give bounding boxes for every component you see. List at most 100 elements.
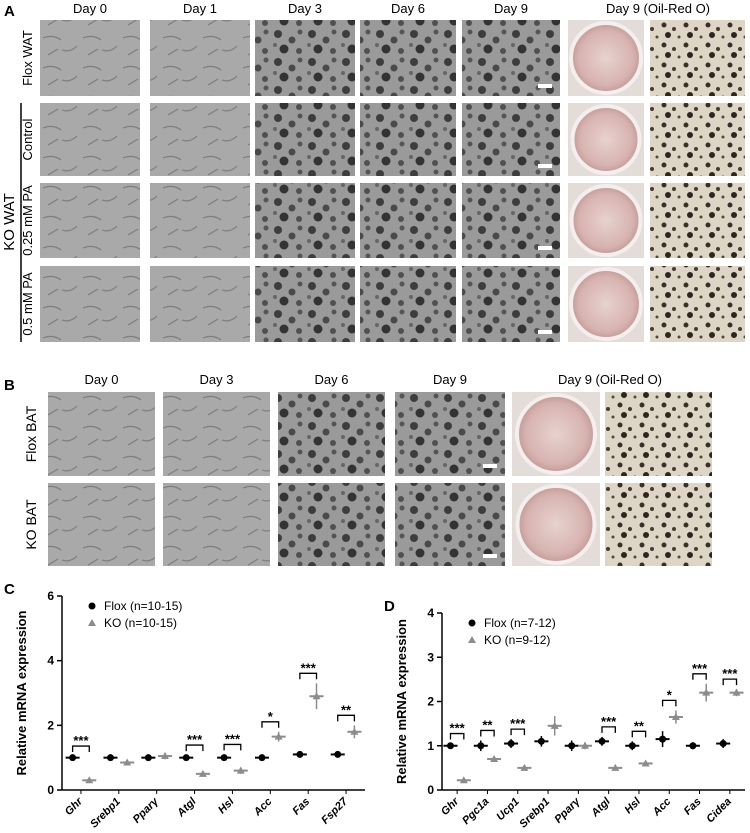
significance-bracket <box>449 732 465 740</box>
mean-marker <box>611 763 620 771</box>
significance-label: ** <box>482 717 493 732</box>
y-tick-label: 6 <box>47 589 54 603</box>
significance-bracket <box>510 728 526 736</box>
scale-bar <box>483 554 497 558</box>
mean-marker <box>598 737 606 745</box>
significance-bracket <box>692 673 707 680</box>
x-tick-label: Ghr <box>63 795 86 818</box>
micrograph <box>150 183 250 258</box>
micrograph <box>605 483 712 566</box>
significance-label: ** <box>341 702 352 717</box>
mean-marker <box>69 754 77 762</box>
micrograph <box>462 183 560 258</box>
panel-label: D <box>384 598 395 615</box>
column-header: Day 9 (Oil-Red O) <box>558 372 662 387</box>
well <box>569 267 643 341</box>
well <box>569 184 643 257</box>
micrograph <box>40 183 140 258</box>
x-tick-label: Hsl <box>216 795 237 816</box>
mean-marker <box>520 763 529 771</box>
panel-label: B <box>4 377 15 394</box>
significance-label: *** <box>301 660 317 675</box>
mean-marker <box>198 769 207 777</box>
mean-marker <box>490 755 499 763</box>
mean-marker <box>641 759 650 767</box>
column-header: Day 3 <box>288 1 322 16</box>
micrograph <box>360 266 456 342</box>
mean-marker <box>568 742 576 750</box>
column-header: Day 0 <box>85 372 119 387</box>
significance-bracket <box>71 745 90 753</box>
column-header: Day 9 <box>433 372 467 387</box>
column-header: Day 6 <box>315 372 349 387</box>
significance-bracket <box>601 726 616 733</box>
mean-marker <box>182 754 190 762</box>
mean-marker <box>296 750 304 758</box>
micrograph <box>360 20 456 96</box>
significance-bracket <box>661 699 677 707</box>
well <box>569 21 643 95</box>
mean-marker <box>659 735 667 743</box>
y-tick-label: 2 <box>47 718 54 732</box>
mean-marker <box>719 740 727 748</box>
y-axis-label: Relative mRNA expression <box>394 619 409 784</box>
micrograph <box>360 183 456 258</box>
column-header: Day 3 <box>200 372 234 387</box>
mean-marker <box>85 776 94 784</box>
micrograph <box>462 103 560 176</box>
significance-label: *** <box>692 661 708 676</box>
micrograph <box>650 103 745 176</box>
x-tick-label: Acc <box>251 796 274 819</box>
x-tick-label: Cidea <box>704 796 734 826</box>
row-label: Flox BAT <box>23 405 39 462</box>
micrograph <box>150 20 250 96</box>
mean-marker <box>459 776 468 784</box>
panel-label: A <box>4 3 15 20</box>
micrograph <box>650 20 745 96</box>
micrograph <box>40 20 140 96</box>
significance-label: * <box>667 687 673 702</box>
micrograph <box>650 266 745 342</box>
x-tick-label: Ghr <box>439 795 462 818</box>
micrograph <box>462 266 560 342</box>
legend-label: KO (n=10-15) <box>104 616 177 630</box>
mean-marker <box>123 758 132 766</box>
micrograph <box>48 483 155 566</box>
significance-bracket <box>337 714 356 722</box>
mean-marker <box>258 754 266 762</box>
micrograph <box>150 103 250 176</box>
scale-bar <box>538 246 552 250</box>
mean-marker <box>689 742 697 750</box>
scale-bar <box>538 330 552 334</box>
micrograph <box>462 20 560 96</box>
column-header: Day 0 <box>73 1 107 16</box>
y-tick-label: 0 <box>47 783 54 797</box>
micrograph <box>40 103 140 176</box>
x-tick-label: Ucp1 <box>494 796 522 824</box>
legend-label: Flox (n=7-12) <box>484 616 556 630</box>
group-label: KO WAT <box>1 193 18 251</box>
micrograph <box>395 392 505 476</box>
x-tick-label: Pparγ <box>131 795 162 826</box>
micrograph <box>163 392 270 476</box>
x-tick-label: Fas <box>682 796 704 818</box>
micrograph <box>150 266 250 342</box>
mean-marker <box>446 742 454 750</box>
legend-marker <box>88 619 96 626</box>
micrograph <box>255 266 355 342</box>
mean-marker <box>537 737 545 745</box>
x-tick-label: Acc <box>650 796 673 819</box>
micrograph <box>40 266 140 342</box>
significance-label: * <box>268 709 274 724</box>
significance-bracket <box>299 672 318 680</box>
significance-label: ** <box>634 718 645 733</box>
micrograph <box>163 483 270 566</box>
x-tick-label: Hsl <box>622 795 643 816</box>
panel-label: C <box>4 581 15 598</box>
mean-marker <box>477 742 485 750</box>
well <box>570 104 642 175</box>
mean-marker <box>334 750 342 758</box>
x-tick-label: Srebp1 <box>517 796 552 831</box>
column-header: Day 9 <box>494 1 528 16</box>
micrograph <box>278 483 385 566</box>
